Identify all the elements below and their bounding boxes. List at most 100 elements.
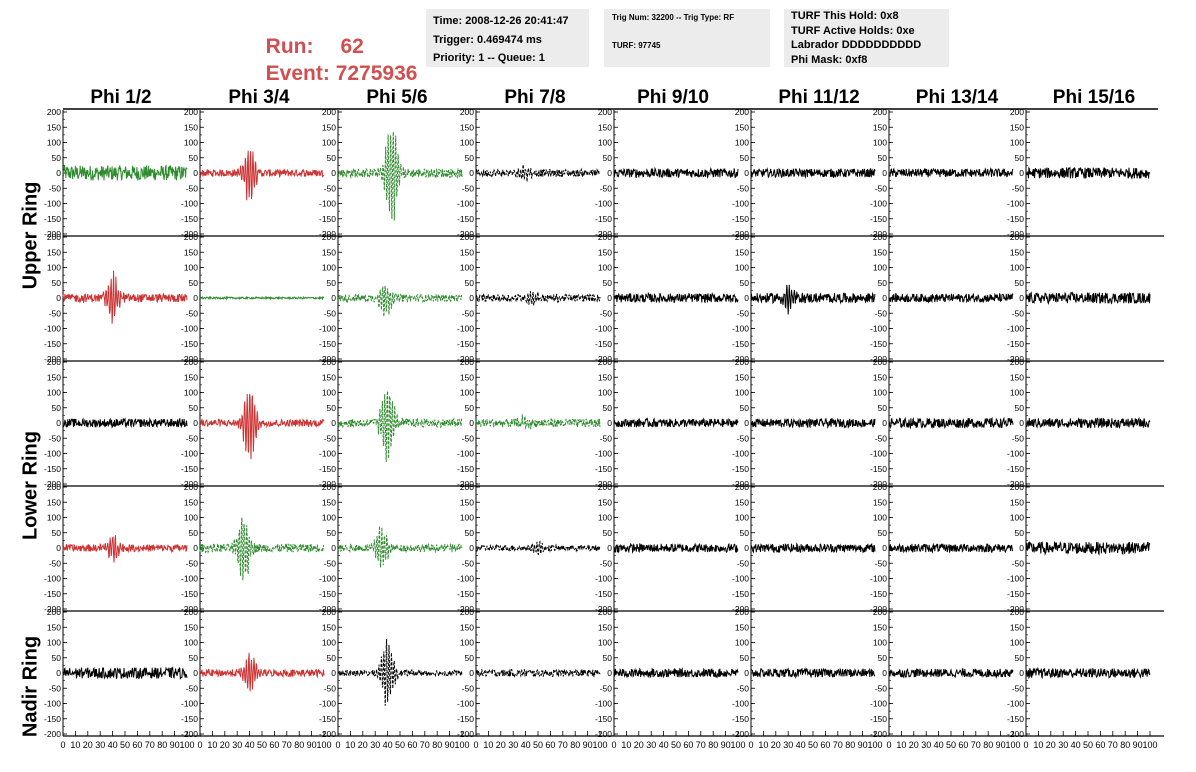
x-tick-label: 30	[508, 740, 518, 750]
x-tick-label: 50	[257, 740, 267, 750]
y-tick-label: 0	[331, 668, 336, 678]
y-tick-label: -100	[319, 324, 336, 334]
x-tick-label: 100	[316, 740, 331, 750]
y-tick-label: 0	[331, 168, 336, 178]
y-tick-label: -100	[732, 199, 749, 209]
y-tick-label: 50	[740, 653, 750, 663]
y-tick-label: 100	[47, 638, 61, 648]
x-tick-label: 10	[621, 740, 631, 750]
y-tick-label: 200	[873, 232, 887, 242]
y-tick-label: 0	[193, 668, 198, 678]
x-tick-label: 60	[407, 740, 417, 750]
waveform-trace	[62, 535, 188, 563]
y-tick-label: 50	[878, 153, 888, 163]
y-tick-label: 150	[735, 497, 749, 507]
panel-r1-c7: 200 150 100 50 0 -50 -100 -150 -200	[1007, 232, 1164, 364]
y-tick-label: -100	[595, 449, 612, 459]
y-tick-label: 200	[1010, 607, 1024, 617]
waveform-trace	[1025, 540, 1151, 556]
y-tick-label: -100	[457, 699, 474, 709]
y-tick-label: -50	[186, 683, 199, 693]
y-tick-label: 50	[878, 278, 888, 288]
y-tick-label: -150	[870, 589, 887, 599]
x-tick-label: 40	[796, 740, 806, 750]
y-tick-label: -150	[1007, 464, 1024, 474]
y-tick-label: -50	[737, 683, 750, 693]
y-tick-label: -200	[595, 604, 612, 614]
y-tick-label: 200	[1010, 482, 1024, 492]
y-tick-label: 150	[322, 372, 336, 382]
y-tick-label: 150	[1010, 247, 1024, 257]
y-tick-label: 200	[460, 482, 474, 492]
panel-r1-c5: 200 150 100 50 0 -50 -100 -150 -200	[732, 232, 889, 364]
y-tick-label: 100	[1010, 263, 1024, 273]
y-tick-label: -50	[49, 183, 62, 193]
x-tick-label: 20	[220, 740, 230, 750]
y-tick-label: -150	[1007, 714, 1024, 724]
waveform-trace	[62, 270, 188, 324]
y-tick-label: 150	[1010, 122, 1024, 132]
x-tick-label: 10	[345, 740, 355, 750]
y-tick-label: 150	[47, 622, 61, 632]
y-tick-label: 150	[184, 247, 198, 257]
x-tick-label: 70	[1108, 740, 1118, 750]
x-tick-label: 0	[1023, 740, 1028, 750]
y-tick-label: 150	[873, 497, 887, 507]
y-tick-label: 0	[744, 293, 749, 303]
y-tick-label: -100	[319, 699, 336, 709]
event-label-text: Event:	[265, 62, 330, 85]
x-tick-label: 20	[1046, 740, 1056, 750]
y-tick-label: -200	[1007, 729, 1024, 739]
x-tick-label: 0	[886, 740, 891, 750]
panel-r0-c7: 200 150 100 50 0 -50 -100 -150 -200	[1007, 107, 1164, 239]
x-tick-label: 60	[545, 740, 555, 750]
y-tick-label: 50	[189, 153, 199, 163]
waveform-trace	[888, 542, 1014, 554]
panel-r1-c4: 200 150 100 50 0 -50 -100 -150 -200	[595, 232, 752, 364]
y-tick-label: -50	[49, 308, 62, 318]
y-tick-label: 100	[322, 138, 336, 148]
y-tick-label: -200	[181, 604, 198, 614]
waveform-trace	[1025, 291, 1151, 306]
x-tick-label: 70	[558, 740, 568, 750]
y-tick-label: -200	[44, 729, 61, 739]
y-tick-label: -50	[875, 683, 888, 693]
y-tick-label: 200	[460, 607, 474, 617]
y-tick-label: 50	[740, 278, 750, 288]
x-tick-label: 60	[269, 740, 279, 750]
y-tick-label: 50	[327, 278, 337, 288]
panel-r1-c3: 200 150 100 50 0 -50 -100 -150 -200	[457, 232, 614, 364]
y-tick-label: 200	[735, 607, 749, 617]
y-tick-label: 50	[1015, 278, 1025, 288]
panel-r2-c0: 200 150 100 50 0 -50 -100 -150 -200	[44, 357, 201, 489]
time-info-box: Time: 2008-12-26 20:41:47 Trigger: 0.469…	[426, 9, 589, 67]
x-tick-label: 90	[1133, 740, 1143, 750]
y-tick-label: -150	[457, 339, 474, 349]
y-tick-label: 200	[184, 357, 198, 367]
y-tick-label: -100	[1007, 324, 1024, 334]
panel-r2-c4: 200 150 100 50 0 -50 -100 -150 -200	[595, 357, 752, 489]
x-tick-label: 80	[708, 740, 718, 750]
turf-info-box: TURF This Hold: 0x8 TURF Active Holds: 0…	[784, 9, 949, 67]
x-tick-label: 30	[783, 740, 793, 750]
y-tick-label: 0	[56, 168, 61, 178]
run-label-text: Run:	[265, 35, 314, 58]
phi-label-3-4: Phi 3/4	[228, 87, 290, 108]
waveform-trace	[199, 652, 325, 692]
y-tick-label: 150	[735, 122, 749, 132]
y-tick-label: 200	[598, 107, 612, 117]
y-tick-label: -150	[595, 214, 612, 224]
y-tick-label: -150	[319, 714, 336, 724]
y-tick-label: 200	[322, 107, 336, 117]
x-tick-label: 100	[730, 740, 745, 750]
y-tick-label: -100	[457, 199, 474, 209]
x-tick-label: 70	[833, 740, 843, 750]
x-tick-label: 10	[758, 740, 768, 750]
y-tick-label: -50	[49, 558, 62, 568]
panel-r2-c1: 200 150 100 50 0 -50 -100 -150 -200	[181, 357, 338, 489]
x-tick-label: 100	[454, 740, 469, 750]
y-tick-label: 200	[735, 107, 749, 117]
y-tick-label: 200	[460, 107, 474, 117]
